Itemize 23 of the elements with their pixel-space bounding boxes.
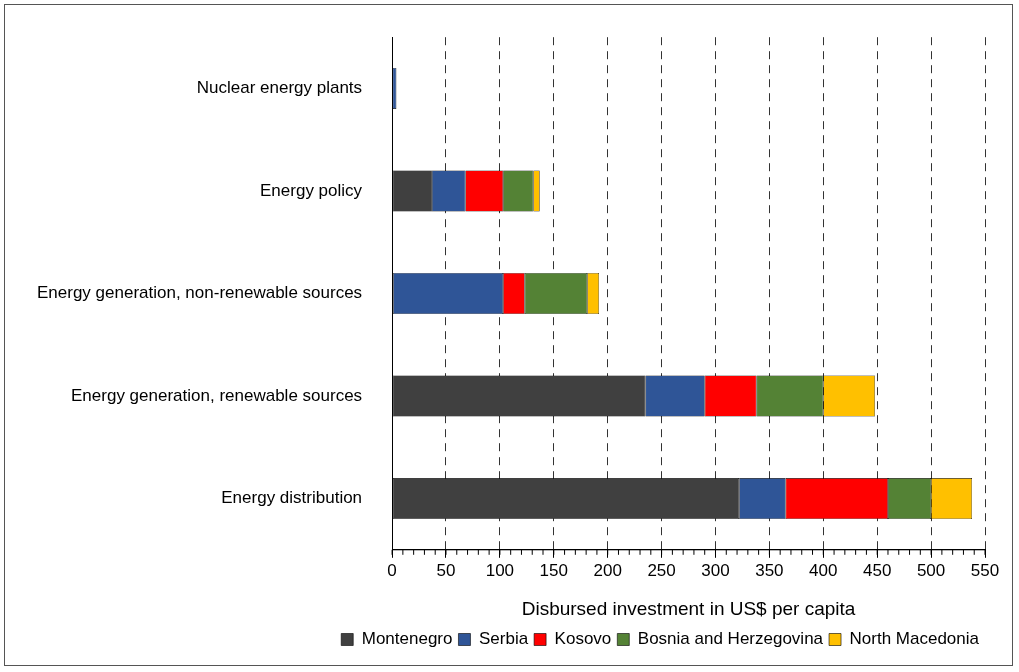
legend-label: Kosovo [554,629,612,649]
y-tick-label: Energy policy [260,180,363,200]
y-tick-label: Energy distribution [221,488,363,508]
x-tick-label: 150 [539,560,568,580]
x-tick-label: 450 [863,560,892,580]
x-tick-label: 500 [916,560,946,580]
x-tick-label: 300 [701,560,730,580]
legend-label: North Macedonia [849,629,980,649]
x-tick-label: 100 [485,560,515,580]
x-axis-title: Disbursed investment in US$ per capita [521,597,856,619]
y-tick-label: Energy generation, renewable sources [71,385,363,405]
x-tick-label: 50 [436,560,456,580]
legend-label: Bosnia and Herzegovina [637,629,824,649]
x-tick-label: 550 [970,560,1000,580]
y-tick-label: Energy generation, non-renewable sources [37,283,363,303]
x-tick-label: 400 [809,560,838,580]
x-tick-label: 250 [647,560,676,580]
x-tick-label: 350 [755,560,784,580]
legend-label: Serbia [478,629,529,649]
x-tick-label: 200 [593,560,622,580]
x-tick-label: 0 [387,560,397,580]
y-tick-label: Nuclear energy plants [196,78,363,98]
legend-label: Montenegro [361,629,453,649]
